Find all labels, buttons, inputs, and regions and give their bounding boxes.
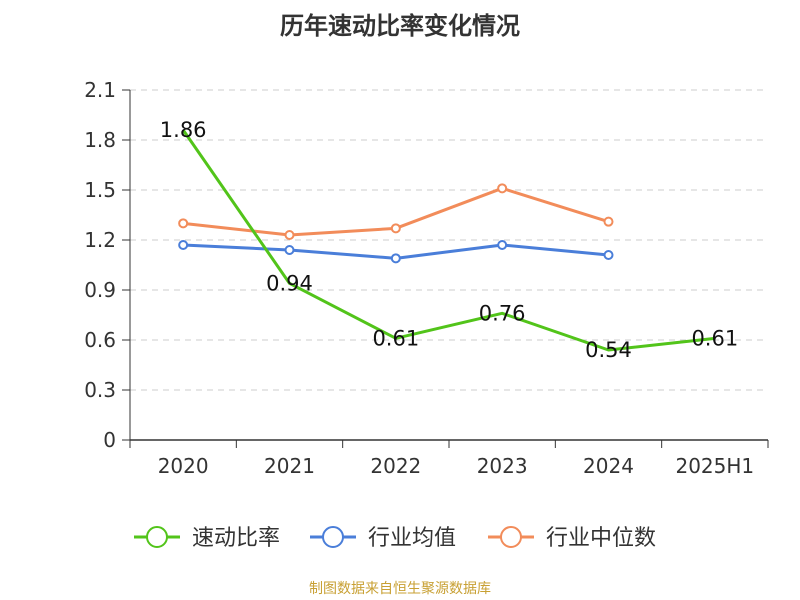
y-tick-label: 0 bbox=[103, 428, 116, 452]
series-point bbox=[390, 253, 401, 264]
x-tick-label: 2020 bbox=[158, 454, 209, 478]
data-label: 0.76 bbox=[479, 301, 526, 325]
y-tick-label: 0.6 bbox=[84, 328, 116, 352]
series-point bbox=[178, 240, 189, 250]
x-tick-label: 2025H1 bbox=[675, 454, 754, 478]
series-point bbox=[603, 250, 614, 260]
x-tick-label: 2021 bbox=[264, 454, 315, 478]
legend-marker-icon bbox=[322, 526, 344, 548]
legend-item-0[interactable]: 速动比率 bbox=[134, 526, 280, 551]
legend-label: 行业均值 bbox=[368, 526, 456, 551]
y-tick-label: 1.8 bbox=[84, 128, 116, 152]
x-tick-label: 2024 bbox=[583, 454, 634, 478]
series-lines bbox=[178, 129, 715, 352]
series-point bbox=[603, 216, 614, 227]
y-tick-label: 0.9 bbox=[84, 278, 116, 302]
series-point bbox=[178, 218, 189, 229]
series-point bbox=[497, 240, 508, 250]
legend-item-2[interactable]: 行业中位数 bbox=[488, 526, 656, 551]
chart-title: 历年速动比率变化情况 bbox=[280, 12, 520, 40]
data-labels: 1.86 0.94 0.61 0.76 0.54 0.61 bbox=[160, 118, 738, 362]
series-point bbox=[284, 245, 295, 255]
x-tick-label: 2022 bbox=[370, 454, 421, 478]
series-point bbox=[497, 183, 508, 194]
axes: 0 0.3 0.6 0.9 1.2 1.5 1.8 2.1 2020 2021 2022 2023 20… bbox=[84, 78, 769, 478]
legend-marker-icon bbox=[500, 526, 522, 548]
legend[interactable]: 速动比率 行业均值 行业中位数 bbox=[134, 526, 656, 551]
y-tick-label: 1.2 bbox=[84, 228, 116, 252]
data-label: 1.86 bbox=[160, 118, 207, 142]
grid-lines bbox=[130, 89, 768, 391]
data-label: 0.61 bbox=[372, 326, 419, 350]
y-tick-label: 2.1 bbox=[84, 78, 116, 102]
data-label: 0.94 bbox=[266, 271, 313, 295]
legend-label: 行业中位数 bbox=[546, 526, 656, 551]
data-source-note: 制图数据来自恒生聚源数据库 bbox=[309, 581, 491, 597]
legend-label: 速动比率 bbox=[192, 526, 280, 551]
y-tick-label: 1.5 bbox=[84, 178, 116, 202]
series-point bbox=[284, 230, 295, 240]
x-tick-label: 2023 bbox=[477, 454, 528, 478]
data-label: 0.61 bbox=[691, 326, 738, 350]
y-tick-label: 0.3 bbox=[84, 378, 116, 402]
series-line-0 bbox=[181, 129, 715, 352]
series-point bbox=[390, 223, 401, 234]
data-label: 0.54 bbox=[585, 338, 632, 362]
legend-item-1[interactable]: 行业均值 bbox=[310, 526, 456, 551]
legend-marker-icon bbox=[146, 526, 168, 548]
